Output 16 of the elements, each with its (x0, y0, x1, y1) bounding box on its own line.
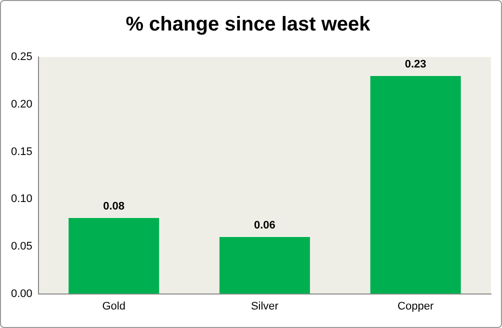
y-tick-label: 0.00 (10, 288, 32, 300)
y-tick-label: 0.25 (10, 51, 32, 64)
bar (370, 76, 461, 294)
x-tick-label: Gold (102, 300, 126, 312)
data-label: 0.06 (254, 220, 276, 232)
data-label: 0.23 (404, 58, 426, 70)
y-tick-label: 0.20 (10, 98, 32, 110)
chart-title: % change since last week (126, 14, 372, 36)
y-tick-label: 0.15 (10, 146, 32, 158)
bar (68, 218, 160, 294)
x-tick-label: Copper (398, 300, 434, 312)
y-tick-label: 0.10 (10, 193, 32, 206)
data-label: 0.08 (103, 200, 125, 213)
x-tick-label: Silver (250, 300, 279, 312)
bar (219, 236, 310, 294)
y-tick-label: 0.05 (10, 240, 32, 252)
